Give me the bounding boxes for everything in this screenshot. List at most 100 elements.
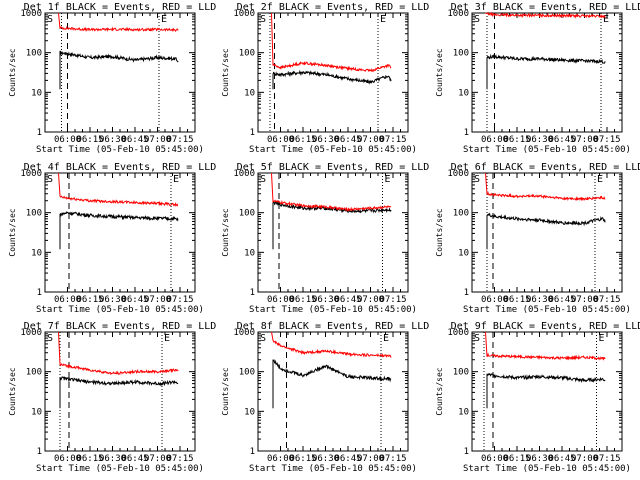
end-marker: E [603,14,609,25]
x-tick-label: 06:00 [267,295,294,305]
y-axis-label: Counts/sec [8,48,17,96]
plot-frame [257,12,409,133]
lld-series-line [58,12,179,33]
events-series-line [272,69,392,90]
end-marker: E [385,174,391,185]
x-tick-label: 06:30 [526,135,553,145]
lld-series-line [58,172,179,208]
y-tick-label: 10 [458,248,469,258]
start-marker: S [260,14,266,25]
y-axis-label: Counts/sec [8,208,17,256]
y-tick-label: 1000 [20,328,42,338]
start-marker: S [47,174,53,185]
x-tick-label: 07:15 [166,295,193,305]
x-tick-label: 07:00 [571,454,598,464]
x-tick-label: 06:45 [334,295,361,305]
x-axis-label: Start Time (05-Feb-10 05:45:00) [249,305,417,315]
plot-frame [471,172,623,293]
lld-series-line [271,12,392,73]
y-tick-label: 100 [453,209,469,219]
x-tick-label: 06:30 [526,295,553,305]
x-tick-label: 06:15 [76,295,103,305]
y-tick-label: 100 [453,49,469,59]
events-series-line [59,210,179,250]
lld-series-line [485,11,606,19]
y-tick-label: 1000 [20,169,42,179]
x-tick-label: 07:00 [144,295,171,305]
x-tick-label: 07:00 [144,135,171,145]
chart-panel-1: Det 1f BLACK = Events, RED = LLD 1 10 100 10… [8,2,216,155]
x-tick-label: 06:15 [503,454,530,464]
x-tick-label: 06:00 [481,135,508,145]
y-tick-label: 10 [31,88,42,98]
x-tick-label: 06:00 [54,454,81,464]
x-tick-label: 06:30 [99,454,126,464]
chart-panel-3: Det 3f BLACK = Events, RED = LLD 1 10 100 10… [435,2,640,155]
x-tick-label: 06:45 [334,135,361,145]
x-tick-label: 06:00 [481,295,508,305]
events-series-line [486,212,606,250]
x-tick-label: 06:00 [54,295,81,305]
x-tick-label: 06:45 [548,295,575,305]
x-tick-label: 06:15 [503,135,530,145]
x-axis-label: Start Time (05-Feb-10 05:45:00) [463,145,631,155]
y-tick-label: 100 [239,368,255,378]
chart-title: Det 5f BLACK = Events, RED = LLD [237,162,430,173]
end-marker: E [173,174,179,185]
y-tick-label: 1 [464,288,469,298]
events-series-line [486,53,606,90]
y-axis-label: Counts/sec [221,367,230,415]
x-tick-label: 07:15 [379,135,406,145]
y-tick-label: 1 [37,447,42,457]
x-axis-label: Start Time (05-Feb-10 05:45:00) [36,305,204,315]
chart-panel-4: Det 4f BLACK = Events, RED = LLD 1 10 100 10… [8,162,216,315]
end-marker: E [380,14,386,25]
x-axis-label: Start Time (05-Feb-10 05:45:00) [463,464,631,474]
y-tick-label: 10 [244,248,255,258]
y-tick-label: 10 [31,248,42,258]
y-tick-label: 100 [239,209,255,219]
chart-title: Det 6f BLACK = Events, RED = LLD [451,162,640,173]
x-tick-label: 06:45 [334,454,361,464]
y-tick-label: 10 [31,407,42,417]
x-tick-label: 07:15 [379,454,406,464]
lld-series-line [58,331,179,376]
chart-title: Det 4f BLACK = Events, RED = LLD [24,162,217,173]
y-tick-label: 1000 [233,328,255,338]
y-tick-label: 1000 [233,169,255,179]
y-tick-label: 1 [250,288,255,298]
events-series-line [59,376,179,409]
y-tick-label: 100 [239,49,255,59]
chart-title: Det 8f BLACK = Events, RED = LLD [237,321,430,332]
lld-series-line [485,172,606,202]
x-tick-label: 06:45 [121,135,148,145]
x-tick-label: 06:45 [121,295,148,305]
lld-series-line [271,331,392,358]
y-tick-label: 1000 [233,9,255,19]
y-tick-label: 10 [244,88,255,98]
end-marker: E [383,333,389,344]
chart-title: Det 1f BLACK = Events, RED = LLD [24,2,217,13]
y-tick-label: 10 [244,407,255,417]
plot-frame [257,172,409,293]
x-tick-label: 06:45 [548,454,575,464]
x-tick-label: 06:30 [312,295,339,305]
x-tick-label: 06:45 [548,135,575,145]
plot-frame [471,331,623,452]
y-tick-label: 1000 [20,9,42,19]
x-tick-label: 06:30 [526,454,553,464]
lld-series-line [271,172,392,212]
start-marker: S [47,14,53,25]
x-tick-label: 06:00 [481,454,508,464]
y-tick-label: 1 [464,447,469,457]
chart-panel-8: Det 8f BLACK = Events, RED = LLD 1 10 100 10… [221,321,429,474]
y-tick-label: 1 [37,128,42,138]
y-axis-label: Counts/sec [221,48,230,96]
plot-frame [44,172,196,293]
x-tick-label: 07:15 [166,135,193,145]
plot-frame [44,331,196,452]
chart-title: Det 2f BLACK = Events, RED = LLD [237,2,430,13]
y-tick-label: 100 [453,368,469,378]
x-tick-label: 07:15 [166,454,193,464]
start-marker: S [474,333,480,344]
